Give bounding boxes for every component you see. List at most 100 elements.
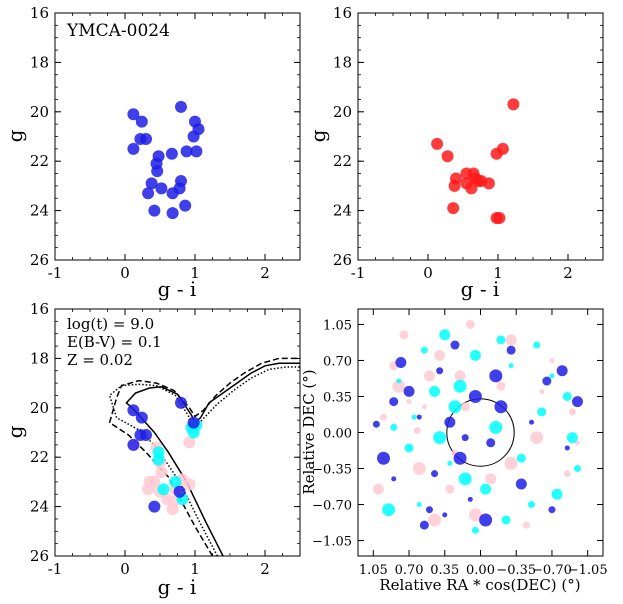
data-point [183,478,196,491]
y-axis-label: Relative DEC (°) [300,369,318,494]
x-axis-label: g - i [461,277,500,301]
data-point [573,465,581,473]
isochrone-solid [125,362,300,556]
data-point [444,416,456,428]
data-point [539,388,545,394]
data-point [404,443,414,453]
data-point [448,179,461,192]
data-point [389,397,399,407]
data-point [434,349,446,361]
data-point [145,177,158,190]
data-point [431,137,444,150]
data-point [166,207,179,220]
x-tick-label: 2 [563,264,573,282]
data-point [465,319,475,329]
x-tick-label: 2 [260,264,270,282]
data-point [155,182,168,195]
data-point [140,428,152,441]
data-point [453,451,467,465]
x-tick-label: -1 [48,560,63,578]
y-tick-label: 18 [30,349,49,367]
x-tick-label: 0 [120,264,130,282]
panel-bottom-left: -1 0 1 2 16 18 20 22 24 26 log(t) = 9.0 E(B-V) = … [3,300,301,599]
data-point [479,513,493,527]
y-tick-label: 16 [30,300,49,318]
data-point [556,365,568,377]
data-point [568,408,576,416]
x-tick-label: 0.35 [430,563,459,578]
data-point [465,182,478,195]
data-point [187,130,200,143]
data-point [461,434,469,442]
data-point [390,423,398,431]
annotation-metallicity: Z = 0.02 [67,351,133,369]
y-tick-label: 20 [333,103,352,121]
data-point [416,414,422,420]
data-point [480,483,492,495]
y-tick-label: 24 [30,202,49,220]
marks [127,100,205,220]
y-tick-label: 20 [30,103,49,121]
data-point [173,485,186,498]
y-tick-label: 24 [30,498,49,516]
data-point [494,400,508,414]
y-tick-label: 18 [333,53,352,71]
data-point [453,379,467,393]
data-point [458,472,472,486]
y-tick-label: −0.35 [312,463,352,478]
x-tick-label: 1 [190,560,200,578]
data-point [566,432,578,444]
panel-top-right: -1 0 1 2 16 18 20 22 24 26 g - i g [306,4,604,301]
data-point [506,345,516,355]
data-point [428,513,442,527]
y-tick-label: 16 [333,4,352,22]
data-point [411,414,417,420]
data-point [537,407,547,417]
x-axis-label: Relative RA * cos(DEC) (°) [379,576,580,594]
data-point [504,456,518,470]
data-point [135,115,148,128]
y-tick-label: 26 [333,251,352,269]
data-point [377,451,391,465]
data-point [508,363,514,369]
y-tick-label: −0.70 [312,499,352,514]
data-point [152,453,165,466]
data-point [533,341,541,349]
data-point [372,483,384,495]
axes: 1.05 0.70 0.35 0.00 −0.35−0.70−1.051.050.700… [312,309,608,578]
data-point [551,488,563,500]
data-point [450,340,460,350]
x-axis-label: g - i [158,277,197,301]
data-point [467,496,473,502]
data-point [549,373,555,379]
x-tick-label: 0 [120,560,130,578]
data-point [471,526,479,534]
data-point [416,502,422,508]
data-point [127,142,140,155]
data-point [423,370,435,382]
data-point [516,453,526,463]
data-point [127,404,140,417]
data-point [549,357,555,363]
data-point [460,402,470,412]
data-point [392,379,406,393]
data-point [127,438,140,451]
data-point [190,145,203,158]
axes: -1 0 1 2 16 18 20 22 24 26 [333,4,604,282]
data-point [485,473,497,485]
data-point [562,391,572,401]
panel-top-left: -1 0 1 2 16 18 20 22 24 26 YMCA-0024 g - i g [3,4,301,301]
x-tick-label: −1.05 [568,563,608,578]
data-point [448,400,462,414]
data-point [175,396,187,409]
data-point [165,147,178,160]
data-point [489,369,503,383]
plot-frame [54,12,301,261]
x-tick-label: 1 [493,264,503,282]
y-tick-label: 24 [333,202,352,220]
data-point [469,349,481,361]
data-point [490,147,503,160]
x-tick-label: −0.70 [532,563,572,578]
isochrone-dotted [108,366,300,556]
